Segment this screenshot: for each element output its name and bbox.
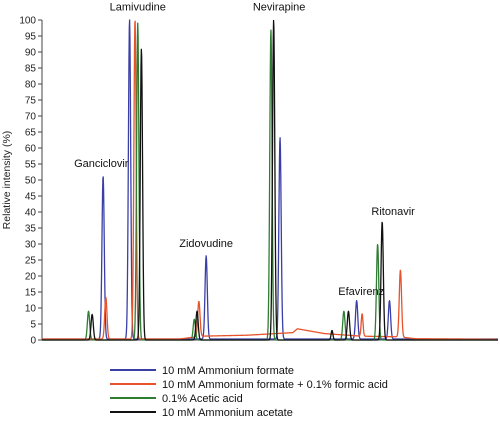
y-tick-label: 60: [25, 144, 37, 155]
legend-label: 0.1% Acetic acid: [162, 393, 243, 405]
y-tick-label: 20: [25, 272, 37, 283]
y-tick-label: 75: [25, 96, 37, 107]
y-tick-label: 25: [25, 256, 37, 267]
legend-label: 10 mM Ammonium formate: [162, 365, 294, 377]
peak-label: Ritonavir: [371, 206, 415, 218]
peak-label-layer: Ganciclovir Lamivudine Nevirapine Zidovudin…: [74, 1, 415, 298]
legend: 10 mM Ammonium formate 10 mM Ammonium for…: [110, 365, 388, 419]
y-tick-label: 100: [19, 16, 36, 27]
axis-layer: 0 5 10 15 20 25 30 35 40 45 50 55 60 65 70 75 80 85 90 95 10…: [19, 16, 498, 347]
y-tick-label: 70: [25, 112, 37, 123]
y-tick-label: 45: [25, 192, 37, 203]
legend-label: 10 mM Ammonium acetate: [162, 407, 293, 419]
y-tick-label: 80: [25, 80, 37, 91]
y-tick-label: 65: [25, 128, 37, 139]
y-tick-label: 5: [30, 320, 36, 331]
peak-label: Lamivudine: [110, 1, 166, 13]
y-tick-label: 55: [25, 160, 37, 171]
series-line-4: [41, 19, 499, 341]
y-tick-label: 50: [25, 176, 37, 187]
y-axis-label: Relative intensity (%): [1, 131, 13, 230]
series-line-3: [41, 22, 499, 341]
y-tick-label: 40: [25, 208, 37, 219]
series-layer: [41, 19, 499, 341]
y-tick-label: 0: [30, 336, 36, 347]
y-tick-label: 10: [25, 304, 37, 315]
y-tick-label: 30: [25, 240, 37, 251]
y-tick-label: 35: [25, 224, 37, 235]
peak-label: Efavirenz: [338, 286, 384, 298]
y-tick-label: 85: [25, 64, 37, 75]
y-tick-label: 15: [25, 288, 37, 299]
y-tick-label: 95: [25, 32, 37, 43]
y-tick-label: 90: [25, 48, 37, 59]
peak-label: Zidovudine: [179, 238, 233, 250]
legend-label: 10 mM Ammonium formate + 0.1% formic aci…: [162, 379, 388, 391]
peak-label: Nevirapine: [253, 1, 306, 13]
peak-label: Ganciclovir: [74, 158, 129, 170]
